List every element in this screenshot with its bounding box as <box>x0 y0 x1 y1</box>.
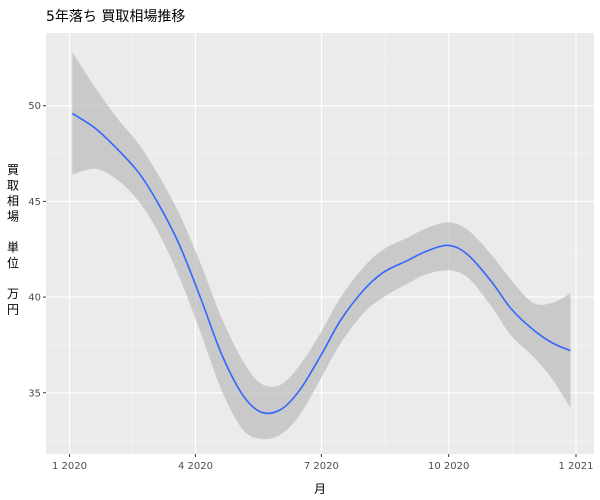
confidence-band-layer <box>72 52 571 440</box>
y-axis-label-char: 単 <box>7 241 19 255</box>
y-axis-label-char: 取 <box>7 179 19 193</box>
x-tick-label: 1 2021 <box>559 461 594 472</box>
y-axis-label-char: 円 <box>7 303 19 317</box>
y-tick-label: 50 <box>28 101 41 112</box>
x-tick-label: 10 2020 <box>428 461 469 472</box>
chart-title: 5年落ち 買取相場推移 <box>46 9 185 25</box>
y-axis-label-char: 相 <box>7 194 19 208</box>
y-axis-label-char: 場 <box>7 210 19 224</box>
confidence-band <box>72 52 571 440</box>
smooth-line-layer <box>71 112 571 415</box>
x-tick-label: 7 2020 <box>304 461 339 472</box>
x-tick-label: 4 2020 <box>178 461 213 472</box>
plot-panel <box>46 33 594 454</box>
y-axis-label-char: 万 <box>7 287 19 301</box>
y-tick-label: 35 <box>28 388 41 399</box>
y-axis-label-char: 位 <box>7 255 19 270</box>
y-axis-label-char: 買 <box>7 163 19 177</box>
x-axis-label: 月 <box>314 482 326 496</box>
y-tick-label: 45 <box>28 197 41 208</box>
x-tick-label: 1 2020 <box>52 461 87 472</box>
x-axis: 1 2020 4 2020 7 2020 10 2020 1 2021 <box>52 454 594 472</box>
y-axis: 35 40 45 50 <box>28 101 46 399</box>
y-tick-label: 40 <box>28 293 41 304</box>
series-line <box>71 112 571 415</box>
